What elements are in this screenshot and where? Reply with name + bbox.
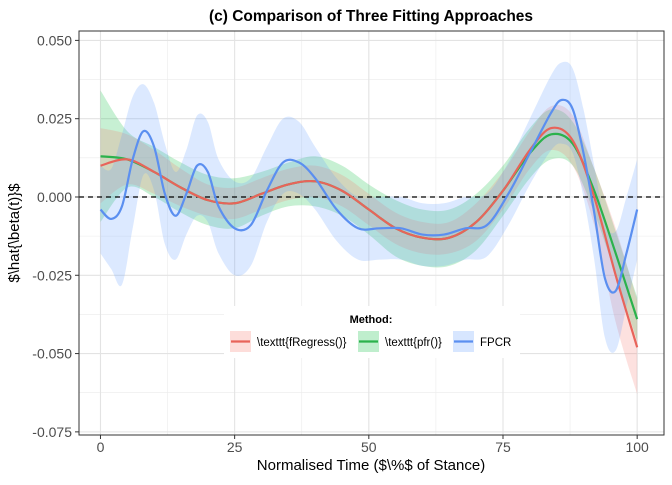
legend-title: Method:	[350, 314, 393, 326]
y-tick-label: -0.050	[32, 346, 72, 362]
fpcr-confidence-band	[100, 61, 638, 353]
y-axis-title: $\hat{\beta(t)}$	[6, 183, 23, 283]
confidence-bands	[100, 61, 638, 395]
legend-item: \texttt{fRegress()}	[230, 331, 347, 352]
y-tick-label: -0.075	[32, 424, 72, 440]
x-tick-label: 25	[227, 439, 243, 455]
y-tick-label: 0.050	[37, 32, 72, 48]
y-tick-label: 0.000	[37, 189, 72, 205]
fregress-line	[100, 126, 639, 348]
fregress-confidence-band	[100, 105, 638, 395]
legend-label: \texttt{fRegress()}	[257, 337, 347, 349]
chart-title: (c) Comparison of Three Fitting Approach…	[209, 8, 533, 25]
y-tick-label: 0.025	[37, 111, 72, 127]
legend-item: FPCR	[453, 331, 511, 352]
x-tick-label: 50	[361, 439, 377, 455]
x-tick-label: 100	[625, 439, 649, 455]
x-tick-label: 0	[97, 439, 105, 455]
legend-items: \texttt{fRegress()} \texttt{pfr()} FPCR	[230, 331, 511, 352]
legend: Method: \texttt{fRegress()} \texttt{pfr()…	[224, 306, 520, 358]
legend-item: \texttt{pfr()}	[358, 331, 442, 352]
legend-label: \texttt{pfr()}	[385, 337, 442, 349]
series-lines	[99, 98, 639, 348]
fpcr-line	[99, 98, 639, 294]
x-axis-title: Normalised Time ($\%$ of Stance)	[257, 457, 485, 474]
x-tick-label: 75	[495, 439, 511, 455]
y-tick-label: -0.025	[32, 267, 72, 283]
plot-panel-border	[78, 30, 665, 436]
axis-ticks: 0 25 50 75 100 0.050 0.025 0.000 -0.025 -0.050 -0.…	[32, 32, 649, 455]
legend-background	[224, 306, 520, 358]
pfr-confidence-band	[100, 90, 638, 342]
legend-label: FPCR	[480, 337, 511, 349]
